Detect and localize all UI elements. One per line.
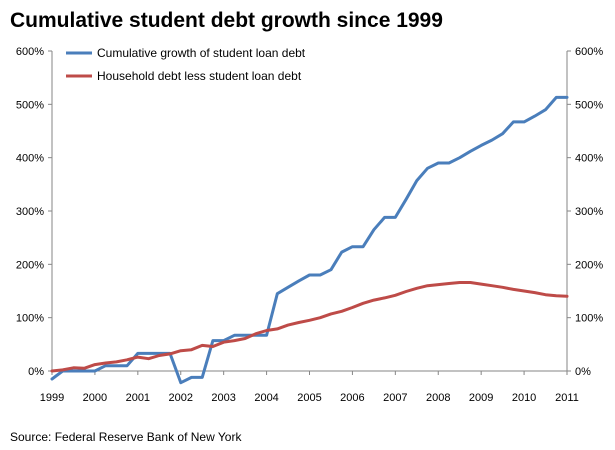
x-tick-label: 2000 — [83, 392, 107, 404]
right-y-tick-labels: 0% 100% 200% 300% 400% 500% 600% — [567, 46, 603, 378]
series-line-student-loan — [50, 95, 569, 385]
legend-label-student-loan: Cumulative growth of student loan debt — [97, 46, 306, 60]
left-y-tick-label: 200% — [16, 259, 44, 271]
x-tick-label: 2005 — [297, 392, 321, 404]
right-y-tick-label: 600% — [575, 46, 603, 58]
left-y-tick-label: 0% — [28, 366, 44, 378]
x-tick-label: 2010 — [512, 392, 536, 404]
right-y-tick-label: 200% — [575, 259, 603, 271]
x-tick-label: 2001 — [126, 392, 150, 404]
right-y-tick-label: 400% — [575, 153, 603, 165]
x-tick-label: 2006 — [340, 392, 364, 404]
x-tick-label: 2008 — [426, 392, 450, 404]
series-lines — [50, 95, 569, 385]
left-y-tick-label: 600% — [16, 46, 44, 58]
x-tick-labels: 1999 2000 2001 2002 2003 2004 2005 2006 2007 2008… — [40, 371, 579, 404]
x-tick-label: 2003 — [211, 392, 235, 404]
chart-title: Cumulative student debt growth since 199… — [10, 9, 443, 32]
right-y-tick-label: 300% — [575, 206, 603, 218]
x-tick-label: 2004 — [254, 392, 278, 404]
right-y-tick-label: 0% — [575, 366, 591, 378]
source-note: Source: Federal Reserve Bank of New York — [10, 430, 242, 444]
x-tick-label: 1999 — [40, 392, 64, 404]
left-y-tick-label: 300% — [16, 206, 44, 218]
left-y-tick-label: 500% — [16, 99, 44, 111]
legend: Cumulative growth of student loan debt H… — [66, 46, 306, 83]
series-line-household-debt — [50, 281, 569, 373]
left-y-tick-label: 100% — [16, 313, 44, 325]
left-y-tick-labels: 0% 100% 200% 300% 400% 500% 600% — [16, 46, 52, 378]
left-y-tick-label: 400% — [16, 153, 44, 165]
x-tick-label: 2011 — [555, 392, 579, 404]
x-tick-label: 2007 — [383, 392, 407, 404]
x-tick-label: 2002 — [169, 392, 193, 404]
right-y-tick-label: 500% — [575, 99, 603, 111]
right-y-tick-label: 100% — [575, 313, 603, 325]
legend-label-household-debt: Household debt less student loan debt — [97, 69, 302, 83]
x-tick-label: 2009 — [469, 392, 493, 404]
